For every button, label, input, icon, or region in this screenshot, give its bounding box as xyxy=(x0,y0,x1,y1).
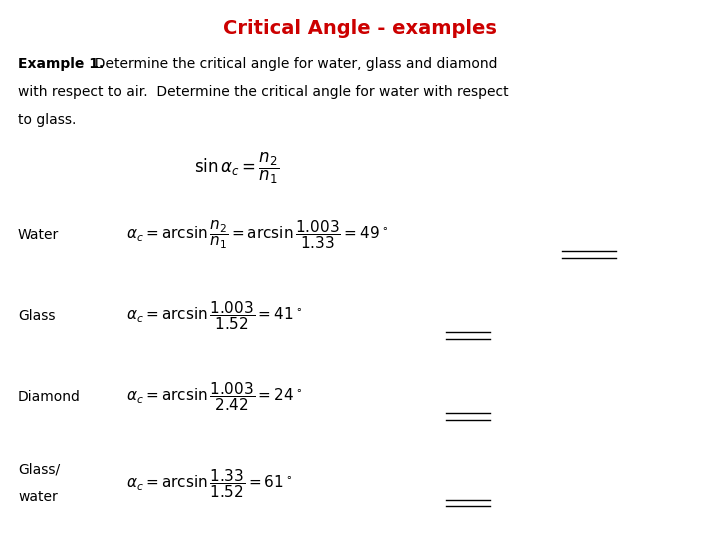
Text: with respect to air.  Determine the critical angle for water with respect: with respect to air. Determine the criti… xyxy=(18,85,508,99)
Text: Water: Water xyxy=(18,228,59,242)
Text: Critical Angle - examples: Critical Angle - examples xyxy=(223,19,497,38)
Text: Determine the critical angle for water, glass and diamond: Determine the critical angle for water, … xyxy=(86,57,498,71)
Text: $\alpha_c = \arcsin\dfrac{1.003}{1.52} = 41^\circ$: $\alpha_c = \arcsin\dfrac{1.003}{1.52} =… xyxy=(126,300,302,332)
Text: Glass: Glass xyxy=(18,309,55,323)
Text: $\alpha_c = \arcsin\dfrac{n_2}{n_1} = \arcsin\dfrac{1.003}{1.33} = 49^\circ$: $\alpha_c = \arcsin\dfrac{n_2}{n_1} = \a… xyxy=(126,219,388,251)
Text: Diamond: Diamond xyxy=(18,390,81,404)
Text: Example 1.: Example 1. xyxy=(18,57,104,71)
Text: Glass/: Glass/ xyxy=(18,463,60,477)
Text: $\alpha_c = \arcsin\dfrac{1.33}{1.52} = 61^\circ$: $\alpha_c = \arcsin\dfrac{1.33}{1.52} = … xyxy=(126,467,292,500)
Text: $\alpha_c = \arcsin\dfrac{1.003}{2.42} = 24^\circ$: $\alpha_c = \arcsin\dfrac{1.003}{2.42} =… xyxy=(126,381,302,413)
Text: to glass.: to glass. xyxy=(18,113,76,127)
Text: $\sin\alpha_c = \dfrac{n_2}{n_1}$: $\sin\alpha_c = \dfrac{n_2}{n_1}$ xyxy=(194,151,279,186)
Text: water: water xyxy=(18,490,58,504)
